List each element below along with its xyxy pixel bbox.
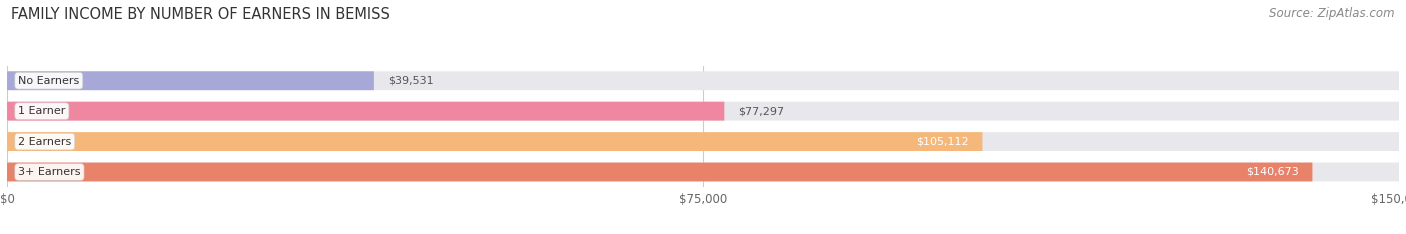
Text: 2 Earners: 2 Earners [18,137,72,146]
FancyBboxPatch shape [7,71,374,90]
Text: $140,673: $140,673 [1246,167,1299,177]
FancyBboxPatch shape [7,71,1399,90]
Text: $39,531: $39,531 [388,76,433,86]
FancyBboxPatch shape [7,102,724,121]
FancyBboxPatch shape [7,132,1399,151]
Text: 3+ Earners: 3+ Earners [18,167,80,177]
FancyBboxPatch shape [7,102,1399,121]
Text: FAMILY INCOME BY NUMBER OF EARNERS IN BEMISS: FAMILY INCOME BY NUMBER OF EARNERS IN BE… [11,7,389,22]
Text: $77,297: $77,297 [738,106,785,116]
Text: 1 Earner: 1 Earner [18,106,66,116]
Text: $105,112: $105,112 [915,137,969,146]
FancyBboxPatch shape [7,132,983,151]
Text: Source: ZipAtlas.com: Source: ZipAtlas.com [1270,7,1395,20]
FancyBboxPatch shape [7,163,1312,181]
Text: No Earners: No Earners [18,76,79,86]
FancyBboxPatch shape [7,163,1399,181]
